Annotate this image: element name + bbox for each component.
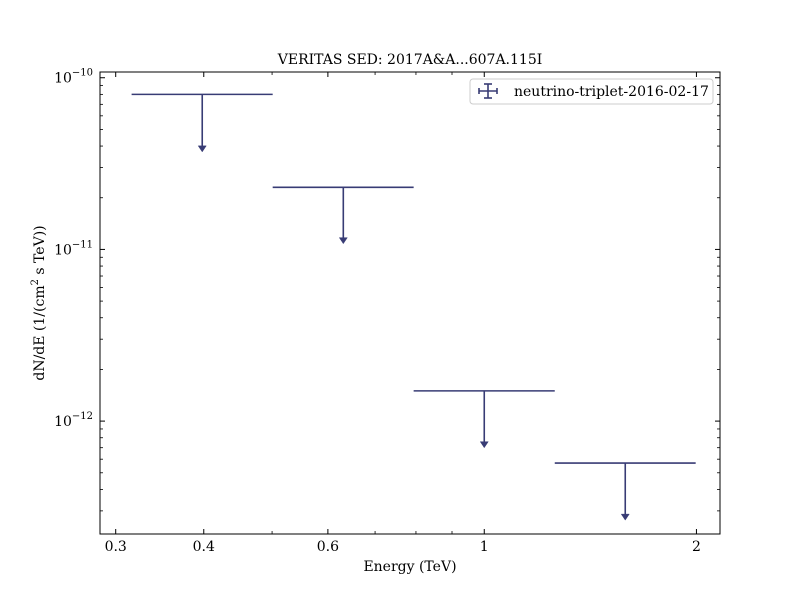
x-tick-label: 0.6 — [317, 539, 339, 555]
x-tick-label: 2 — [692, 539, 701, 555]
plot-frame — [99, 71, 721, 535]
y-axis-label-prefix: dN/dE (1/(cm — [32, 285, 48, 380]
y-tick-labels: 10−10 10−11 10−12 — [54, 68, 93, 430]
chart-title: VERITAS SED: 2017A&A...607A.115I — [277, 52, 543, 68]
data-point-ul-arrow — [338, 237, 348, 245]
y-tick-label: 10−12 — [54, 411, 93, 430]
data-point-ul-arrow — [197, 145, 207, 153]
y-tick-label: 10−11 — [54, 239, 93, 258]
x-tick-label: 1 — [480, 539, 489, 555]
legend: neutrino-triplet-2016-02-17 — [469, 78, 714, 105]
y-axis-label-suffix: s TeV)) — [32, 225, 48, 279]
plot-area — [100, 72, 720, 534]
y-axis-label-sup: 2 — [30, 279, 41, 285]
x-tick-label: 0.4 — [193, 539, 215, 555]
y-axis-label: dN/dE (1/(cm2 s TeV)) — [30, 225, 48, 380]
legend-label: neutrino-triplet-2016-02-17 — [514, 84, 709, 100]
major-ticks — [100, 72, 720, 534]
x-tick-label: 0.3 — [105, 539, 127, 555]
data-layer — [131, 93, 696, 521]
legend-frame — [469, 78, 714, 105]
y-tick-label: 10−10 — [54, 68, 93, 87]
x-tick-labels: 0.3 0.4 0.6 1 2 — [105, 539, 701, 555]
data-point-ul-arrow — [620, 513, 630, 521]
x-axis-label: Energy (TeV) — [363, 559, 456, 575]
data-point-ul-arrow — [479, 441, 489, 449]
legend-marker — [478, 83, 498, 99]
